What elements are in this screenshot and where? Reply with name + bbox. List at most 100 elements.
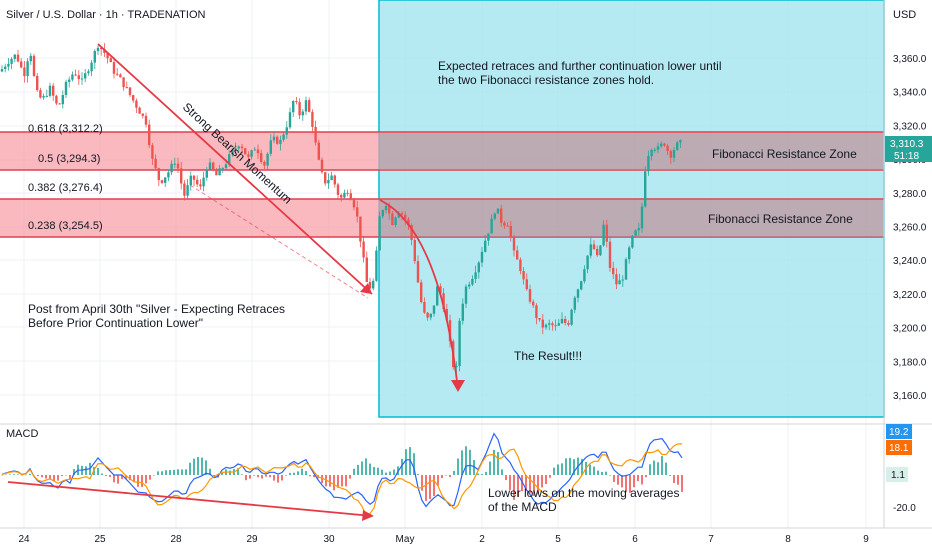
macd-hist-bar bbox=[249, 475, 251, 479]
candle-body bbox=[564, 318, 567, 323]
macd-hist-bar bbox=[349, 475, 351, 479]
candle-body bbox=[608, 241, 612, 268]
macd-hist-bar bbox=[129, 475, 131, 481]
candle-body bbox=[61, 94, 64, 105]
candle-body bbox=[208, 162, 212, 170]
x-tick-label: 6 bbox=[632, 534, 638, 545]
candle-body bbox=[212, 162, 215, 171]
y-tick-label: 3,340.0 bbox=[893, 88, 927, 99]
macd-hist-bar bbox=[525, 475, 527, 492]
macd-hist-bar bbox=[637, 475, 639, 482]
candle-body bbox=[384, 205, 388, 211]
macd-hist-bar bbox=[261, 475, 263, 479]
candle-body bbox=[301, 111, 304, 116]
candle-body bbox=[308, 100, 311, 112]
macd-hist-bar bbox=[457, 458, 459, 475]
candle-body bbox=[282, 134, 285, 140]
candle-body bbox=[676, 142, 679, 150]
macd-hist-bar bbox=[253, 475, 255, 476]
macd-hist-bar bbox=[121, 475, 123, 480]
macd-hist-bar bbox=[573, 459, 575, 475]
macd-hist-bar bbox=[301, 468, 303, 475]
candle-body bbox=[154, 158, 157, 169]
macd-hist-bar bbox=[441, 475, 443, 479]
candle-body bbox=[602, 224, 605, 246]
candle-body bbox=[295, 101, 298, 103]
candle-body bbox=[4, 66, 7, 70]
y-tick-label: 3,320.0 bbox=[893, 121, 927, 132]
candle-body bbox=[304, 100, 308, 112]
y-tick-label: 3,260.0 bbox=[893, 223, 927, 234]
x-tick-label: 7 bbox=[708, 534, 714, 545]
candle-body bbox=[260, 153, 263, 162]
macd-hist-bar bbox=[589, 464, 591, 475]
candle-body bbox=[0, 69, 4, 72]
macd-hist-bar bbox=[665, 462, 667, 475]
macd-hist-bar bbox=[601, 471, 603, 475]
candle-body bbox=[592, 244, 596, 249]
macd-hist-bar bbox=[625, 475, 627, 493]
candle-body bbox=[512, 236, 516, 251]
macd-hist-bar bbox=[69, 475, 71, 480]
y-axis: 3,360.03,340.03,320.03,300.03,280.03,260… bbox=[893, 54, 927, 402]
x-tick-label: 28 bbox=[170, 534, 182, 545]
macd-hist-bar bbox=[389, 471, 391, 475]
candle-body bbox=[423, 302, 426, 313]
macd-hist-bar bbox=[345, 475, 347, 487]
macd-hist-bar bbox=[49, 475, 51, 480]
x-tick-label: 24 bbox=[18, 534, 30, 545]
candle-body bbox=[477, 262, 480, 273]
y-tick-label: 3,280.0 bbox=[893, 189, 927, 200]
candle-body bbox=[458, 320, 461, 366]
macd-hist-bar bbox=[489, 461, 491, 475]
zone-label-upper: Fibonacci Resistance Zone bbox=[712, 147, 857, 161]
candle-body bbox=[116, 73, 119, 75]
macd-hist-bar bbox=[485, 471, 487, 475]
candle-body bbox=[624, 259, 628, 280]
candle-body bbox=[269, 140, 272, 154]
candle-body bbox=[349, 193, 352, 200]
candle-body bbox=[148, 124, 151, 146]
candle-body bbox=[333, 175, 336, 185]
signal-badge: 18.1 bbox=[889, 443, 909, 454]
candle-body bbox=[669, 151, 672, 158]
macd-hist-bar bbox=[157, 471, 159, 475]
macd-hist-bar bbox=[321, 475, 323, 484]
macd-hist-bar bbox=[149, 475, 151, 480]
macd-hist-bar bbox=[353, 468, 355, 475]
macd-hist-bar bbox=[289, 472, 291, 475]
candle-body bbox=[42, 95, 45, 98]
candle-body bbox=[180, 168, 183, 184]
candle-body bbox=[224, 164, 228, 169]
candle-body bbox=[138, 107, 141, 114]
candle-body bbox=[186, 185, 189, 196]
upper-zone bbox=[0, 132, 884, 170]
macd-hist-bar bbox=[101, 473, 103, 475]
candle-body bbox=[256, 149, 260, 154]
candle-body bbox=[615, 274, 618, 285]
candle-body bbox=[272, 136, 276, 141]
macd-hist-bar bbox=[65, 475, 67, 476]
macd-hist-bar bbox=[53, 475, 55, 482]
candle-body bbox=[135, 100, 138, 108]
macd-hist-bar bbox=[273, 475, 275, 481]
macd-hist-bar bbox=[405, 449, 407, 475]
candle-body bbox=[292, 101, 295, 113]
y-tick-label: 3,240.0 bbox=[893, 256, 927, 267]
candle-body bbox=[340, 194, 343, 198]
macd-badges: 19.2 18.1 1.1 -20.0 bbox=[886, 424, 916, 514]
macd-hist-bar bbox=[529, 475, 531, 494]
candle-body bbox=[576, 289, 580, 298]
macd-hist-bar bbox=[109, 475, 111, 477]
macd-hist-bar bbox=[97, 468, 99, 475]
macd-hist-bar bbox=[505, 475, 507, 481]
macd-hist-bar bbox=[621, 475, 623, 488]
macd-hist-bar bbox=[297, 471, 299, 475]
candle-body bbox=[359, 216, 362, 242]
candle-body bbox=[461, 303, 464, 321]
macd-hist-bar bbox=[681, 475, 683, 492]
macd-hist-bar bbox=[465, 446, 467, 475]
y-tick-label: 3,360.0 bbox=[893, 54, 927, 65]
candle-body bbox=[570, 309, 573, 325]
macd-hist-bar bbox=[145, 475, 147, 484]
